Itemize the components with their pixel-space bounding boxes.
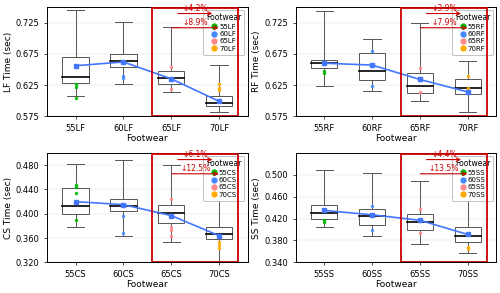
Y-axis label: LF Time (sec): LF Time (sec) <box>4 32 13 92</box>
Y-axis label: RF Time (sec): RF Time (sec) <box>252 31 262 92</box>
Bar <box>406 214 433 230</box>
Legend: 55RF, 60RF, 65RF, 70RF: 55RF, 60RF, 65RF, 70RF <box>452 11 493 54</box>
Y-axis label: CS Time (sec): CS Time (sec) <box>4 177 13 239</box>
Text: ↓8.9%: ↓8.9% <box>182 18 208 27</box>
Bar <box>454 227 481 242</box>
Text: ↓6.1%: ↓6.1% <box>182 150 208 159</box>
Bar <box>62 188 88 214</box>
Text: ↓13.5%: ↓13.5% <box>428 164 459 173</box>
Bar <box>406 73 433 93</box>
Bar <box>62 57 88 83</box>
Bar <box>359 52 385 80</box>
Bar <box>110 199 136 211</box>
Legend: 55SS, 60SS, 65SS, 70SS: 55SS, 60SS, 65SS, 70SS <box>452 156 493 201</box>
Bar <box>206 96 232 106</box>
Y-axis label: SS Time (sec): SS Time (sec) <box>252 177 262 239</box>
Bar <box>110 54 136 67</box>
X-axis label: Footwear: Footwear <box>126 134 168 143</box>
Bar <box>400 154 487 262</box>
Bar <box>311 205 338 219</box>
Bar <box>158 71 184 84</box>
Text: ↓3.9%: ↓3.9% <box>431 4 456 13</box>
Text: ↓4.4%: ↓4.4% <box>431 150 456 159</box>
Bar <box>400 8 487 116</box>
X-axis label: Footwear: Footwear <box>126 280 168 289</box>
Text: ↓7.9%: ↓7.9% <box>431 18 456 27</box>
Bar <box>454 79 481 94</box>
X-axis label: Footwear: Footwear <box>375 134 417 143</box>
Bar <box>206 226 232 239</box>
Text: ↓4.2%: ↓4.2% <box>182 4 208 13</box>
Legend: 55LF, 60LF, 65LF, 70LF: 55LF, 60LF, 65LF, 70LF <box>204 11 244 54</box>
Text: ↓12.5%: ↓12.5% <box>180 164 210 173</box>
Legend: 55CS, 60CS, 65CS, 70CS: 55CS, 60CS, 65CS, 70CS <box>204 156 244 201</box>
Bar <box>158 205 184 224</box>
Bar <box>152 154 238 262</box>
X-axis label: Footwear: Footwear <box>375 280 417 289</box>
Bar <box>311 60 338 68</box>
Bar <box>359 209 385 225</box>
Bar <box>152 8 238 116</box>
